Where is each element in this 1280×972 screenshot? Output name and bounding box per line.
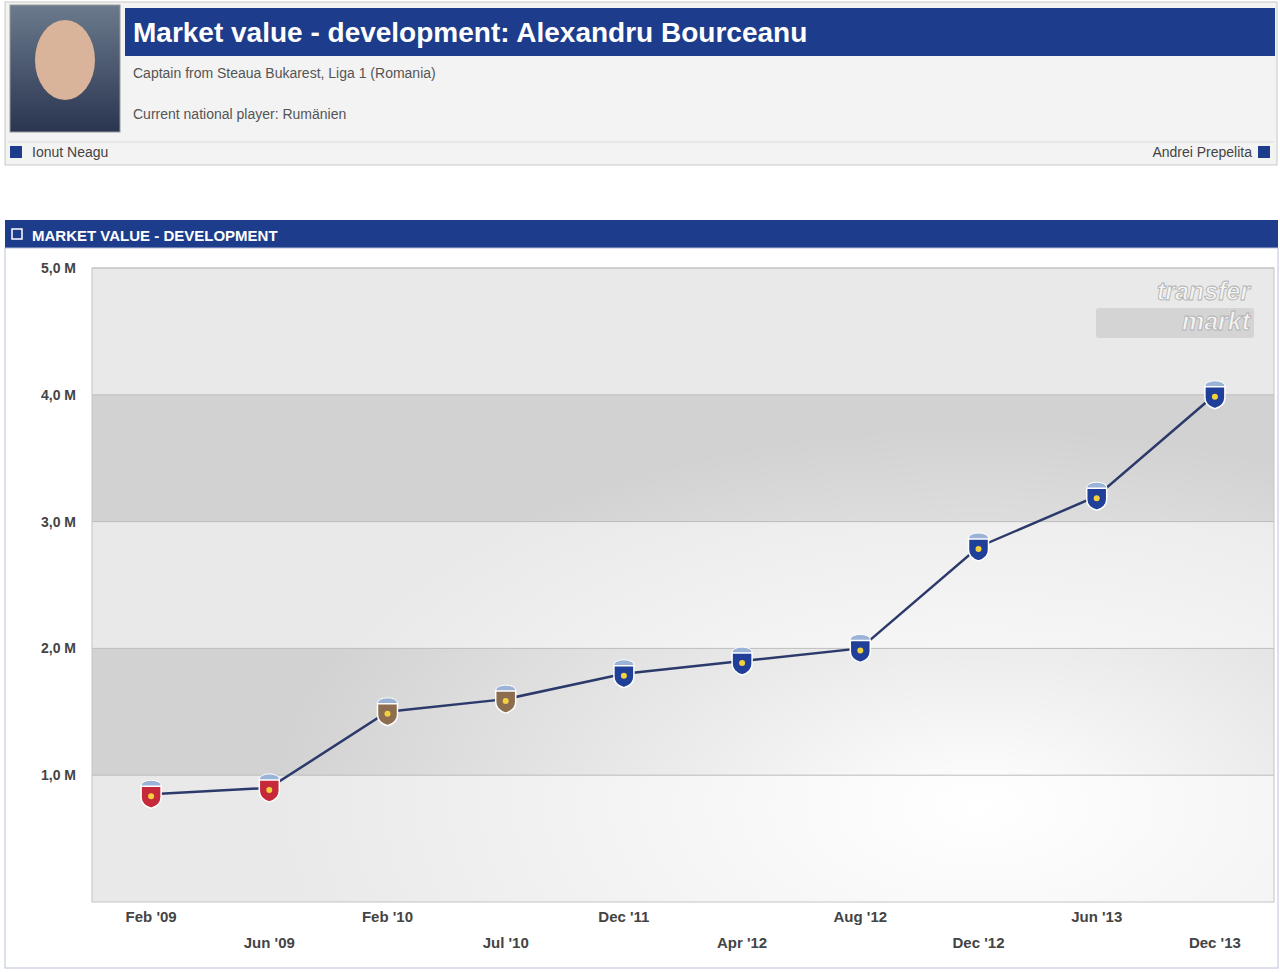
marker-shield: [614, 666, 634, 688]
y-tick-label: 3,0 M: [41, 514, 76, 530]
marker: [496, 685, 516, 713]
y-tick-label: 1,0 M: [41, 767, 76, 783]
national-player: Current national player: Rumänien: [133, 106, 346, 122]
marker: [732, 647, 752, 675]
title-bar: [125, 8, 1275, 56]
marker-shield: [259, 780, 279, 802]
marker-emblem: [857, 647, 863, 653]
prev-player[interactable]: Ionut Neagu: [32, 144, 108, 160]
x-tick-label: Feb '10: [362, 908, 413, 925]
marker-shield: [378, 704, 398, 726]
marker-emblem: [1212, 394, 1218, 400]
grid-line: [92, 394, 1274, 395]
x-tick-label: Feb '09: [126, 908, 177, 925]
marker-emblem: [503, 698, 509, 704]
watermark: transfer: [1157, 277, 1251, 305]
subtitle: Captain from Steaua Bukarest, Liga 1 (Ro…: [133, 65, 436, 81]
player-photo-face: [35, 20, 95, 100]
chart-title: MARKET VALUE - DEVELOPMENT: [32, 227, 278, 244]
plot-background: [92, 268, 1274, 902]
plot-glow: [92, 268, 1274, 902]
nav-separator: [8, 142, 1274, 143]
chart-title-icon: [12, 229, 22, 239]
value-line: [151, 395, 1215, 794]
chart-panel: [5, 248, 1278, 968]
x-tick-label: Dec '13: [1189, 934, 1241, 951]
marker-emblem: [385, 711, 391, 717]
marker: [259, 774, 279, 802]
marker: [378, 698, 398, 726]
y-tick-label: 5,0 M: [41, 260, 76, 276]
marker-emblem: [1094, 495, 1100, 501]
next-player[interactable]: Andrei Prepelita: [1152, 144, 1252, 160]
marker-emblem: [739, 660, 745, 666]
header-panel: [5, 2, 1277, 165]
x-tick-label: Dec '11: [598, 908, 649, 925]
x-tick-label: Aug '12: [834, 908, 888, 925]
marker-emblem: [148, 793, 154, 799]
marker-emblem: [266, 787, 272, 793]
watermark: markt: [1182, 307, 1252, 335]
y-tick-label: 2,0 M: [41, 640, 76, 656]
prev-icon[interactable]: [10, 146, 22, 158]
marker: [1205, 381, 1225, 409]
x-tick-label: Jul '10: [483, 934, 529, 951]
marker-shield: [496, 691, 516, 713]
grid-line: [92, 648, 1274, 649]
plot-frame: [92, 268, 1274, 902]
marker: [969, 533, 989, 561]
watermark-box: [1096, 308, 1254, 338]
marker-shield: [969, 539, 989, 561]
marker: [1087, 482, 1107, 510]
marker-emblem: [976, 546, 982, 552]
marker-shield: [1205, 387, 1225, 409]
marker-shield: [850, 640, 870, 662]
x-tick-label: Jun '13: [1071, 908, 1122, 925]
marker-shield: [732, 653, 752, 675]
next-icon[interactable]: [1258, 146, 1270, 158]
x-tick-label: Dec '12: [953, 934, 1005, 951]
player-photo: [10, 5, 120, 132]
marker-shield: [141, 786, 161, 808]
x-tick-label: Jun '09: [244, 934, 295, 951]
marker: [141, 780, 161, 808]
marker: [614, 660, 634, 688]
chart-title-bar: [5, 220, 1278, 248]
marker: [850, 634, 870, 662]
grid-line: [92, 521, 1274, 522]
y-tick-label: 4,0 M: [41, 387, 76, 403]
data-group: [141, 381, 1225, 808]
marker-emblem: [621, 673, 627, 679]
marker-shield: [1087, 488, 1107, 510]
page-title: Market value - development: Alexandru Bo…: [133, 17, 807, 48]
x-tick-label: Apr '12: [717, 934, 767, 951]
page: Market value - development: Alexandru Bo…: [0, 0, 1280, 972]
